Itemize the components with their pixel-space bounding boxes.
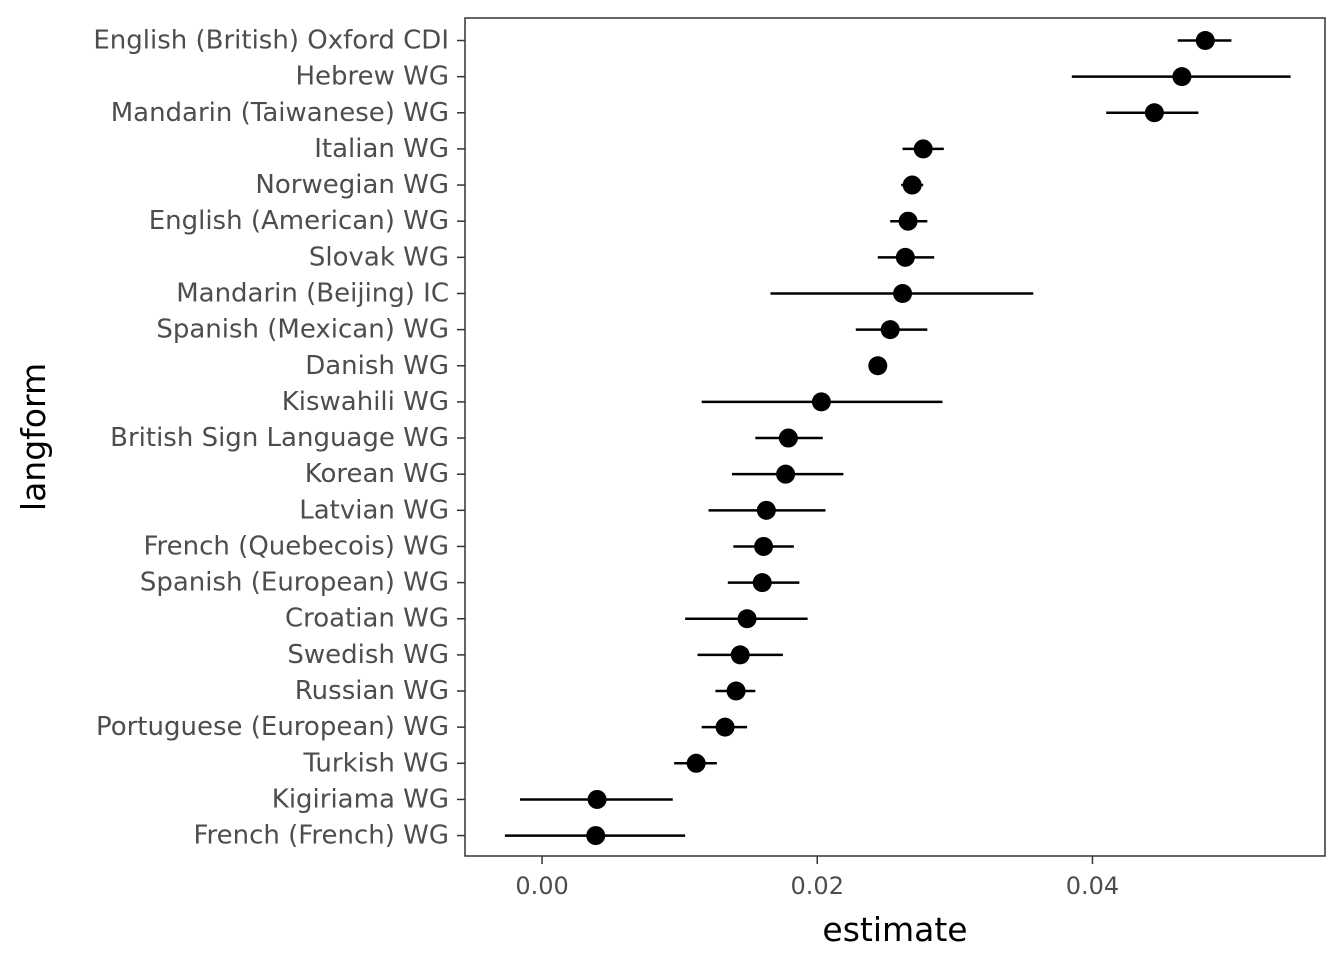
- y-tick-label: Korean WG: [305, 459, 449, 489]
- estimate-point: [754, 536, 774, 556]
- estimate-point: [1172, 67, 1192, 87]
- estimate-point: [686, 753, 706, 773]
- estimate-point: [913, 139, 933, 159]
- y-tick-label: Croatian WG: [285, 604, 449, 634]
- y-tick-label: Mandarin (Taiwanese) WG: [111, 98, 449, 128]
- y-tick-label: English (British) Oxford CDI: [93, 26, 449, 56]
- y-tick-label: Italian WG: [314, 134, 449, 164]
- estimate-point: [737, 609, 757, 629]
- estimate-point: [730, 645, 750, 665]
- y-tick-label: French (Quebecois) WG: [143, 531, 449, 561]
- y-tick-label: Spanish (European) WG: [140, 568, 449, 598]
- estimate-point: [902, 175, 922, 195]
- estimate-point: [1195, 31, 1215, 50]
- estimate-point: [715, 717, 735, 737]
- estimate-point: [895, 247, 915, 267]
- y-tick-label: Swedish WG: [287, 640, 449, 670]
- x-tick-label: 0.04: [1066, 872, 1119, 900]
- y-tick-label: Kigiriama WG: [272, 784, 449, 814]
- y-tick-label: Mandarin (Beijing) IC: [176, 278, 449, 308]
- y-tick-label: Slovak WG: [309, 242, 449, 272]
- chart-marks: [504, 31, 1291, 846]
- estimate-point: [893, 283, 913, 303]
- y-tick-label: British Sign Language WG: [110, 423, 449, 453]
- x-axis-title: estimate: [822, 910, 967, 949]
- y-tick-label: Kiswahili WG: [282, 387, 449, 417]
- plot-panel-border: [464, 17, 1326, 857]
- y-tick-label: Russian WG: [295, 676, 449, 706]
- y-tick-label: Spanish (Mexican) WG: [156, 315, 449, 345]
- estimate-point: [880, 320, 900, 340]
- estimate-point: [587, 789, 607, 809]
- y-tick-label: Norwegian WG: [255, 170, 449, 200]
- y-tick-label: Danish WG: [305, 351, 449, 381]
- estimate-point: [898, 211, 918, 231]
- x-tick-label: 0.00: [515, 872, 568, 900]
- estimate-point: [756, 500, 776, 520]
- estimate-point: [811, 392, 831, 412]
- x-tick-label: 0.02: [791, 872, 844, 900]
- y-tick-label: English (American) WG: [149, 206, 449, 236]
- y-axis: English (British) Oxford CDI Hebrew WG Man…: [93, 26, 465, 851]
- estimate-point: [776, 464, 796, 484]
- y-tick-label: French (French) WG: [193, 821, 449, 851]
- y-tick-label: Turkish WG: [302, 748, 449, 778]
- y-tick-label: Hebrew WG: [295, 62, 449, 92]
- estimate-point: [586, 826, 606, 846]
- y-tick-label: Portuguese (European) WG: [96, 712, 449, 742]
- estimate-point: [778, 428, 798, 448]
- estimate-point: [1144, 103, 1164, 123]
- y-tick-label: Latvian WG: [299, 495, 449, 525]
- estimate-point: [726, 681, 746, 701]
- estimate-point: [752, 573, 772, 593]
- x-axis: 0.00 0.02 0.04: [515, 856, 1119, 900]
- y-axis-title: langform: [14, 363, 53, 511]
- estimate-point: [868, 356, 888, 376]
